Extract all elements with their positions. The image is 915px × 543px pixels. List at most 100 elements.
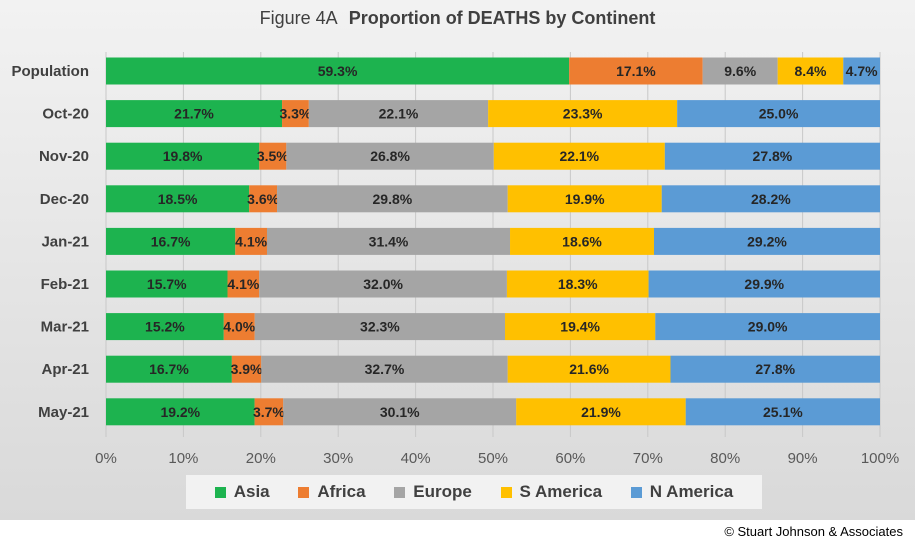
category-label: Dec-20 <box>40 191 89 208</box>
bar-segment <box>506 270 649 298</box>
data-label: 4.0% <box>223 319 255 335</box>
data-label: 32.3% <box>360 319 400 335</box>
chart-background <box>0 0 915 520</box>
bar-segment <box>493 142 665 170</box>
bar-segment <box>655 313 880 341</box>
data-label: 4.7% <box>846 63 878 79</box>
bar-segment <box>106 227 236 255</box>
bar-segment <box>670 355 880 383</box>
category-label: May-21 <box>38 404 89 421</box>
stacked-bar-chart: 59.3% 17.1% 9.6% 8.4% 4.7% 21.7% 3.3% 22.1% 23.3… <box>12 52 899 467</box>
data-label: 16.7% <box>151 233 191 249</box>
data-label: 3.7% <box>253 404 285 420</box>
category-label: Jan-21 <box>41 233 89 250</box>
bar-segment <box>510 227 654 255</box>
x-tick-label: 30% <box>323 450 353 467</box>
bar-segment <box>259 270 507 298</box>
bar-segment <box>505 313 656 341</box>
x-tick-label: 50% <box>478 450 508 467</box>
bar-segment <box>106 313 224 341</box>
legend-label: N America <box>649 482 734 501</box>
data-label: 22.1% <box>559 148 599 164</box>
legend-item: Europe <box>394 482 472 502</box>
bar-segment <box>106 57 570 85</box>
data-label: 29.9% <box>744 276 784 292</box>
data-label: 25.0% <box>759 106 799 122</box>
data-label: 3.5% <box>257 148 289 164</box>
category-label: Feb-21 <box>41 276 89 293</box>
bar-segment <box>702 57 778 85</box>
bar-segment <box>661 185 880 213</box>
data-label: 8.4% <box>795 63 827 79</box>
legend-item: N America <box>630 482 734 502</box>
bar-segment <box>282 100 309 128</box>
bar-segment <box>261 355 508 383</box>
x-tick-label: 40% <box>401 450 431 467</box>
legend: Asia Africa Europe S America N America <box>186 475 762 509</box>
legend-item: Asia <box>214 482 270 502</box>
data-label: 16.7% <box>149 361 189 377</box>
data-label: 18.5% <box>158 191 198 207</box>
bar-segment <box>569 57 703 85</box>
legend-swatch <box>500 486 512 498</box>
bar-segment <box>277 185 508 213</box>
data-label: 28.2% <box>751 191 791 207</box>
bar-segment <box>685 398 880 426</box>
category-labels: Population Oct-20 Nov-20 Dec-20 Jan-21 Feb-21… <box>12 63 90 421</box>
bar-segment <box>106 185 250 213</box>
legend-label: S America <box>519 482 603 501</box>
x-tick-label: 60% <box>555 450 585 467</box>
data-label: 22.1% <box>379 106 419 122</box>
x-tick-label: 90% <box>788 450 818 467</box>
bar-segment <box>488 100 678 128</box>
data-label: 19.9% <box>565 191 605 207</box>
data-label: 18.3% <box>558 276 598 292</box>
x-tick-label: 0% <box>95 450 117 467</box>
data-label: 15.2% <box>145 319 185 335</box>
bar-segment <box>231 355 262 383</box>
bar-segment <box>266 227 511 255</box>
legend-item: S America <box>500 482 603 502</box>
data-label: 23.3% <box>563 106 603 122</box>
legend-swatch <box>298 486 310 498</box>
title-text: Proportion of DEATHS by Continent <box>348 8 656 28</box>
bar-segment <box>249 185 278 213</box>
bar-segment <box>653 227 880 255</box>
bar-segment <box>286 142 494 170</box>
data-label: 15.7% <box>147 276 187 292</box>
x-tick-label: 10% <box>168 450 198 467</box>
data-label: 9.6% <box>724 63 756 79</box>
data-label: 21.7% <box>174 106 214 122</box>
data-label: 25.1% <box>763 404 803 420</box>
bar-segment <box>106 100 283 128</box>
x-tick-label: 80% <box>710 450 740 467</box>
bar-segment <box>254 313 506 341</box>
data-label: 3.9% <box>231 361 263 377</box>
data-label: 21.6% <box>569 361 609 377</box>
bar-segment <box>106 398 255 426</box>
category-label: Nov-20 <box>39 148 89 165</box>
data-label: 29.0% <box>748 319 788 335</box>
data-label: 59.3% <box>318 63 358 79</box>
x-axis-ticks: 0% 10% 20% 30% 40% 50% 60% 70% 80% 90% 100% <box>95 450 899 467</box>
data-label: 29.2% <box>747 233 787 249</box>
data-label: 18.6% <box>562 233 602 249</box>
data-label: 31.4% <box>369 233 409 249</box>
legend-label: Europe <box>413 482 472 501</box>
data-label: 3.3% <box>279 106 311 122</box>
x-tick-label: 100% <box>861 450 899 467</box>
bar-segment <box>677 100 880 128</box>
bar-segment <box>227 270 260 298</box>
data-label: 30.1% <box>380 404 420 420</box>
data-label: 19.2% <box>160 404 200 420</box>
bar-segment <box>235 227 267 255</box>
legend-swatch <box>630 486 642 498</box>
legend-swatch <box>394 486 406 498</box>
bar-segment <box>259 142 287 170</box>
x-tick-label: 20% <box>246 450 276 467</box>
data-label: 32.0% <box>363 276 403 292</box>
bar-segment <box>843 57 880 85</box>
figure-number: Figure 4A <box>259 8 338 28</box>
data-label: 4.1% <box>235 233 267 249</box>
category-label: Population <box>12 63 90 80</box>
